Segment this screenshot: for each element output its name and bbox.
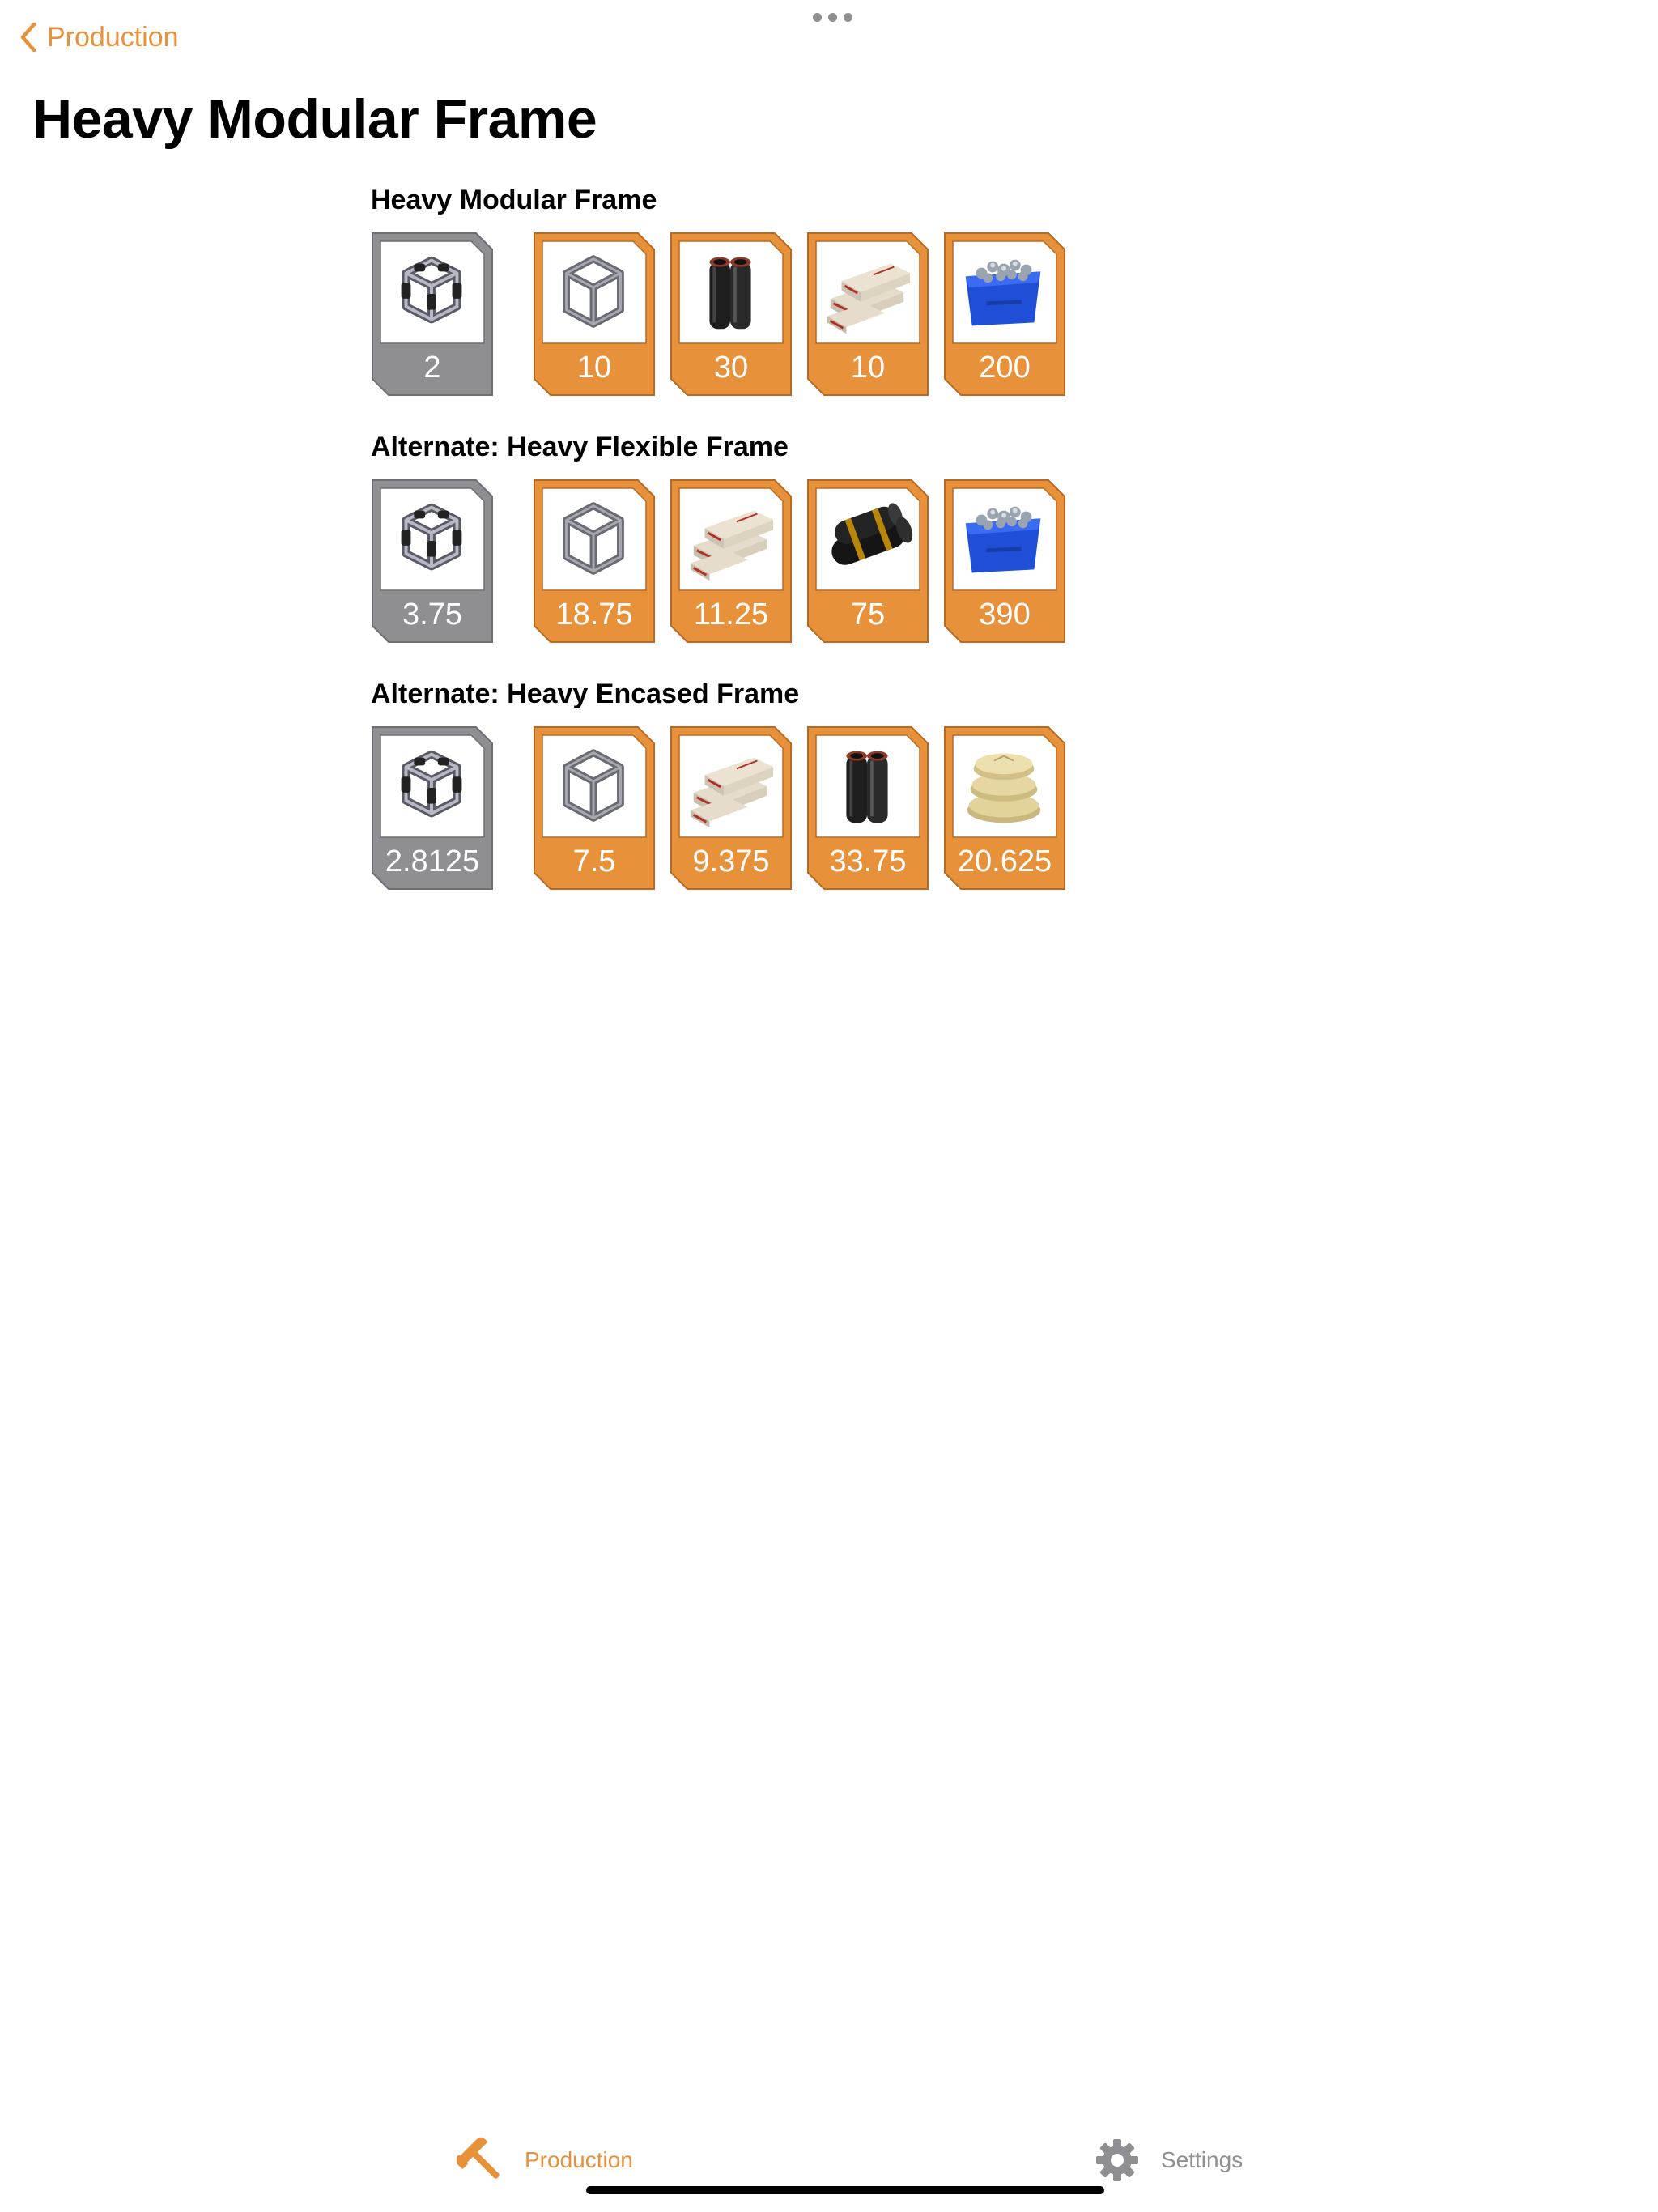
screw-icon [965,506,1041,573]
item-quantity: 30 [713,351,749,385]
tab-settings-label: Settings [1161,2147,1244,2172]
item-quantity: 200 [979,351,1031,385]
input-item-tile[interactable]: 18.75 [533,479,656,644]
output-item-tile[interactable]: 3.75 [371,479,494,644]
heavy-modular-frame-icon [401,256,462,324]
item-quantity: 2 [423,351,441,385]
output-item-tile[interactable]: 2 [371,232,494,397]
recipe-items: 2 10 30 10 200 [371,232,1099,397]
input-item-tile[interactable]: 75 [806,479,929,644]
home-indicator [586,2186,1104,2194]
input-item-tile[interactable]: 20.625 [943,725,1066,891]
item-quantity: 20.625 [957,844,1052,878]
item-quantity: 10 [850,351,886,385]
screw-icon [965,259,1041,326]
dot [828,13,837,22]
tab-production[interactable]: Production [457,2136,633,2184]
multitasking-menu[interactable] [813,13,852,22]
recipe-section: Heavy Modular Frame 2 10 30 10 200 [371,180,1099,397]
dot [813,13,822,22]
input-item-tile[interactable]: 33.75 [806,725,929,891]
chevron-left-icon [20,22,36,53]
input-item-tile[interactable]: 30 [670,232,793,397]
gear-icon [1096,2139,1138,2181]
item-quantity: 3.75 [402,598,462,632]
input-item-tile[interactable]: 10 [806,232,929,397]
recipe-title: Alternate: Heavy Encased Frame [371,678,800,709]
heavy-modular-frame-icon [401,503,462,571]
modular-frame-icon [563,502,624,575]
recipe-title: Heavy Modular Frame [371,185,657,215]
encased-industrial-beam-icon [690,757,774,828]
recipe-items: 3.75 18.75 11.25 75 390 [371,479,1099,644]
item-quantity: 7.5 [572,844,616,878]
recipe-items: 2.8125 7.5 9.375 33.75 20.625 [371,725,1099,891]
item-quantity: 9.375 [692,844,770,878]
page-title: Heavy Modular Frame [32,88,597,150]
input-item-tile[interactable]: 7.5 [533,725,656,891]
dot [844,13,852,22]
encased-industrial-beam-icon [690,510,774,581]
input-item-tile[interactable]: 9.375 [670,725,793,891]
item-quantity: 390 [979,598,1031,632]
item-quantity: 11.25 [693,598,769,632]
input-item-tile[interactable]: 10 [533,232,656,397]
input-item-tile[interactable]: 11.25 [670,479,793,644]
recipe-title: Alternate: Heavy Flexible Frame [371,432,789,462]
item-quantity: 2.8125 [385,844,480,878]
hammer-icon [457,2137,500,2179]
steel-pipe-icon [709,257,751,330]
input-item-tile[interactable]: 200 [943,232,1066,397]
rubber-icon [831,503,913,565]
item-quantity: 75 [850,598,886,632]
back-button[interactable]: Production [18,21,179,53]
recipe-list: Heavy Modular Frame 2 10 30 10 200 [371,180,1099,921]
concrete-icon [967,753,1041,823]
modular-frame-icon [563,749,624,822]
modular-frame-icon [563,255,624,328]
steel-pipe-icon [846,751,888,823]
tab-production-label: Production [525,2147,633,2172]
item-quantity: 10 [576,351,612,385]
back-button-label: Production [47,21,179,53]
recipe-section: Alternate: Heavy Flexible Frame 3.75 18.… [371,427,1099,644]
item-quantity: 33.75 [829,844,907,878]
input-item-tile[interactable]: 390 [943,479,1066,644]
tab-bar: Production Settings [0,2129,1658,2212]
heavy-modular-frame-icon [401,750,462,818]
tab-settings[interactable]: Settings [1093,2136,1243,2184]
recipe-section: Alternate: Heavy Encased Frame 2.8125 7.… [371,674,1099,891]
encased-industrial-beam-icon [827,263,911,334]
item-quantity: 18.75 [555,598,633,632]
output-item-tile[interactable]: 2.8125 [371,725,494,891]
